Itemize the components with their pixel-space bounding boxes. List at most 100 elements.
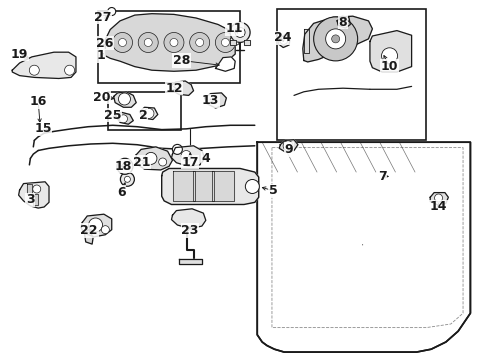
Text: 23: 23: [181, 224, 199, 237]
Polygon shape: [84, 230, 93, 244]
Circle shape: [113, 32, 132, 53]
Circle shape: [280, 36, 288, 44]
Circle shape: [196, 39, 204, 46]
Text: 25: 25: [104, 109, 122, 122]
Polygon shape: [303, 16, 372, 62]
Circle shape: [216, 32, 235, 53]
Text: 7: 7: [378, 170, 387, 183]
Text: 9: 9: [285, 143, 294, 156]
Circle shape: [314, 17, 358, 61]
Circle shape: [144, 39, 152, 46]
Circle shape: [138, 32, 158, 53]
Text: 2: 2: [139, 109, 147, 122]
Circle shape: [29, 65, 39, 75]
Circle shape: [65, 65, 74, 75]
Text: 10: 10: [381, 60, 398, 73]
Circle shape: [172, 144, 182, 154]
Text: 19: 19: [11, 48, 28, 60]
Circle shape: [326, 29, 345, 49]
Circle shape: [230, 22, 250, 42]
Text: 13: 13: [202, 94, 220, 107]
Polygon shape: [33, 194, 38, 205]
Circle shape: [382, 48, 397, 64]
Polygon shape: [370, 31, 412, 72]
Text: 1: 1: [97, 49, 106, 62]
Circle shape: [164, 32, 184, 53]
Polygon shape: [105, 14, 235, 71]
Circle shape: [108, 8, 116, 15]
Bar: [98, 11, 240, 83]
Polygon shape: [81, 214, 112, 237]
Polygon shape: [304, 29, 309, 53]
Text: 6: 6: [117, 186, 126, 199]
Text: 14: 14: [430, 201, 447, 213]
Polygon shape: [212, 171, 234, 201]
Circle shape: [283, 141, 293, 151]
Polygon shape: [205, 93, 226, 108]
Polygon shape: [27, 184, 32, 194]
Polygon shape: [230, 40, 236, 45]
Text: 27: 27: [94, 11, 112, 24]
Circle shape: [124, 176, 130, 182]
Circle shape: [332, 35, 340, 43]
Polygon shape: [171, 81, 194, 95]
Circle shape: [33, 185, 41, 193]
Polygon shape: [173, 171, 195, 201]
Text: 28: 28: [172, 54, 190, 67]
Polygon shape: [136, 147, 172, 170]
Polygon shape: [172, 146, 205, 166]
Circle shape: [190, 32, 210, 53]
Text: 24: 24: [274, 31, 292, 44]
Polygon shape: [193, 171, 214, 201]
Circle shape: [435, 194, 442, 202]
Polygon shape: [12, 52, 76, 78]
Polygon shape: [162, 168, 259, 204]
Text: 11: 11: [225, 22, 243, 35]
Text: 15: 15: [34, 122, 52, 135]
Polygon shape: [244, 40, 250, 45]
Circle shape: [119, 39, 126, 46]
Text: 20: 20: [93, 91, 111, 104]
Polygon shape: [19, 182, 49, 208]
Polygon shape: [140, 107, 158, 120]
Circle shape: [235, 27, 245, 37]
Polygon shape: [172, 209, 206, 229]
Circle shape: [122, 163, 128, 169]
Text: 18: 18: [115, 160, 132, 173]
Circle shape: [170, 39, 178, 46]
Circle shape: [120, 115, 127, 123]
Circle shape: [145, 152, 157, 165]
Text: 8: 8: [339, 16, 347, 29]
Text: 4: 4: [201, 152, 210, 165]
Circle shape: [159, 158, 167, 166]
Circle shape: [89, 218, 102, 232]
Circle shape: [121, 172, 134, 186]
Circle shape: [230, 35, 240, 45]
Circle shape: [117, 158, 133, 174]
Circle shape: [144, 108, 154, 118]
Text: 16: 16: [29, 95, 47, 108]
Circle shape: [221, 39, 229, 46]
Text: 21: 21: [133, 156, 151, 168]
Text: 26: 26: [96, 37, 113, 50]
Polygon shape: [278, 35, 290, 48]
Polygon shape: [115, 112, 133, 124]
Text: 12: 12: [165, 82, 183, 95]
Text: 5: 5: [269, 184, 278, 197]
Bar: [277, 9, 426, 140]
Circle shape: [245, 180, 259, 193]
Polygon shape: [216, 57, 235, 71]
Polygon shape: [179, 259, 202, 264]
Circle shape: [101, 226, 109, 234]
Polygon shape: [430, 193, 448, 205]
Circle shape: [181, 150, 191, 161]
Circle shape: [119, 93, 130, 105]
Polygon shape: [114, 92, 136, 107]
Text: 17: 17: [181, 156, 199, 168]
Text: 3: 3: [26, 193, 35, 206]
Text: 22: 22: [80, 224, 98, 237]
Bar: [108, 92, 181, 130]
Polygon shape: [279, 140, 298, 152]
Polygon shape: [257, 142, 470, 352]
Polygon shape: [337, 16, 350, 28]
